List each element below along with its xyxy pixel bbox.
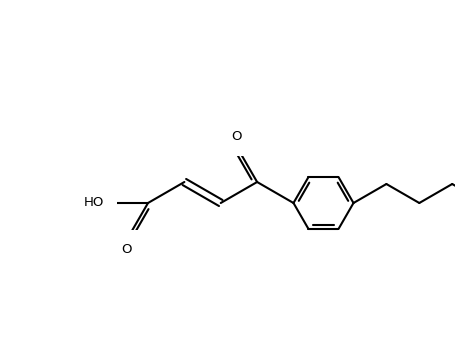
Text: HO: HO — [84, 196, 104, 210]
Text: O: O — [122, 243, 132, 256]
Text: O: O — [231, 130, 241, 143]
